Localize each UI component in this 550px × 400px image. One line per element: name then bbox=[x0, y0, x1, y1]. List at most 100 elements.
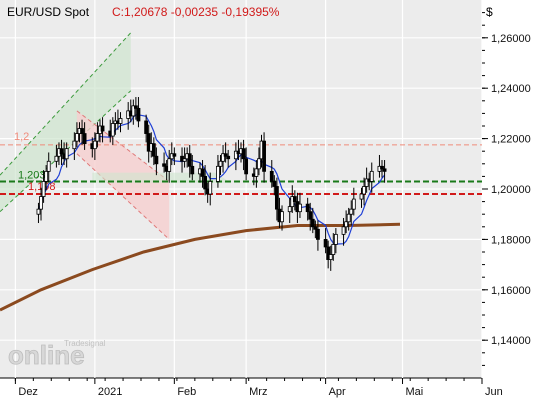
candle-body bbox=[190, 165, 195, 175]
candle-body bbox=[226, 155, 231, 160]
candle bbox=[333, 228, 338, 254]
candle-body bbox=[36, 208, 41, 215]
candle bbox=[146, 124, 151, 163]
x-tick-label: Apr bbox=[329, 386, 346, 398]
candle bbox=[274, 177, 279, 221]
candle-body bbox=[308, 211, 313, 220]
candle-body bbox=[292, 196, 297, 202]
candle bbox=[41, 170, 46, 203]
y-tick-label: 1,26000 bbox=[491, 33, 531, 45]
candle-body bbox=[200, 168, 205, 177]
candle bbox=[44, 165, 49, 191]
x-tick-label: Mai bbox=[406, 386, 424, 398]
candle-body bbox=[82, 133, 87, 145]
channel-upper-line bbox=[0, 32, 132, 176]
candle bbox=[269, 160, 274, 188]
candle-body bbox=[298, 203, 302, 213]
candle-body bbox=[328, 254, 333, 260]
support-zone bbox=[92, 172, 231, 183]
candle bbox=[187, 144, 192, 178]
candle bbox=[331, 233, 336, 261]
y-axis-panel bbox=[482, 0, 550, 378]
candle-body bbox=[241, 148, 246, 160]
candle-body bbox=[349, 208, 354, 215]
candle bbox=[323, 228, 328, 254]
candle-body bbox=[359, 193, 364, 200]
candle-body bbox=[244, 158, 249, 175]
candle bbox=[95, 122, 100, 148]
candle-body bbox=[262, 140, 266, 172]
y-tick-label: 1,14000 bbox=[491, 335, 531, 347]
candle bbox=[162, 152, 166, 173]
candle-body bbox=[95, 133, 100, 142]
candle-body bbox=[187, 153, 192, 167]
candle-body bbox=[144, 120, 149, 134]
candle-body bbox=[341, 226, 346, 235]
candle-body bbox=[172, 153, 177, 157]
candle bbox=[223, 142, 228, 163]
candle-body bbox=[208, 181, 213, 195]
candles bbox=[36, 97, 387, 271]
candle bbox=[75, 122, 79, 148]
candle bbox=[151, 137, 156, 166]
candle bbox=[349, 200, 354, 226]
candle bbox=[80, 119, 84, 145]
candle bbox=[39, 187, 43, 221]
online-watermark: online Tradesignal bbox=[8, 339, 106, 370]
candle bbox=[257, 147, 261, 176]
candle-body bbox=[218, 160, 223, 167]
candle-body bbox=[287, 206, 292, 213]
uptrend-channel bbox=[0, 32, 131, 212]
candle-body bbox=[44, 170, 49, 182]
candle-body bbox=[310, 218, 315, 228]
candle bbox=[154, 147, 159, 176]
candle bbox=[328, 245, 333, 271]
candle-body bbox=[326, 246, 331, 260]
candle-body bbox=[59, 148, 64, 155]
candle bbox=[182, 147, 187, 168]
candle bbox=[346, 207, 351, 231]
candle-body bbox=[351, 198, 356, 210]
watermark-small: Tradesignal bbox=[64, 339, 106, 348]
y-tick-label: 1,20000 bbox=[491, 184, 531, 196]
candle bbox=[72, 132, 77, 161]
candle bbox=[54, 144, 59, 168]
x-tick-label: Feb bbox=[177, 386, 196, 398]
candle-body bbox=[382, 168, 387, 172]
candle bbox=[298, 192, 302, 218]
candle bbox=[305, 197, 310, 221]
candle-body bbox=[162, 163, 166, 167]
candle bbox=[351, 187, 356, 216]
candle-body bbox=[46, 160, 51, 172]
candle bbox=[36, 202, 41, 224]
candle-body bbox=[75, 133, 79, 142]
candle bbox=[144, 114, 149, 143]
level-label: 1,2 bbox=[14, 131, 29, 143]
candle bbox=[59, 139, 64, 166]
x-tick-label: Jun bbox=[485, 386, 503, 398]
candle bbox=[136, 97, 141, 128]
y-tick-label: 1,24000 bbox=[491, 83, 531, 95]
candle-body bbox=[364, 178, 369, 187]
candle-body bbox=[254, 168, 259, 177]
candle-body bbox=[323, 238, 328, 248]
candle-body bbox=[167, 158, 172, 172]
candle-body bbox=[118, 118, 123, 124]
candle-body bbox=[346, 213, 351, 223]
x-tick-label: Mrz bbox=[249, 386, 267, 398]
candle bbox=[172, 147, 177, 166]
level-label: 1,203 bbox=[18, 169, 46, 181]
candle-body bbox=[257, 158, 261, 170]
candle bbox=[241, 139, 246, 171]
candle bbox=[364, 167, 369, 193]
drawings bbox=[0, 32, 231, 240]
candle-body bbox=[54, 155, 59, 162]
candle bbox=[308, 202, 313, 231]
x-axis-ticks: Dez 2021 Feb Mrz Apr Mai Jun bbox=[14, 378, 503, 398]
candle-body bbox=[333, 233, 338, 245]
candle-body bbox=[274, 186, 279, 210]
y-tick-label: 1,18000 bbox=[491, 234, 531, 246]
candle-body bbox=[131, 105, 136, 117]
candle bbox=[226, 149, 231, 168]
